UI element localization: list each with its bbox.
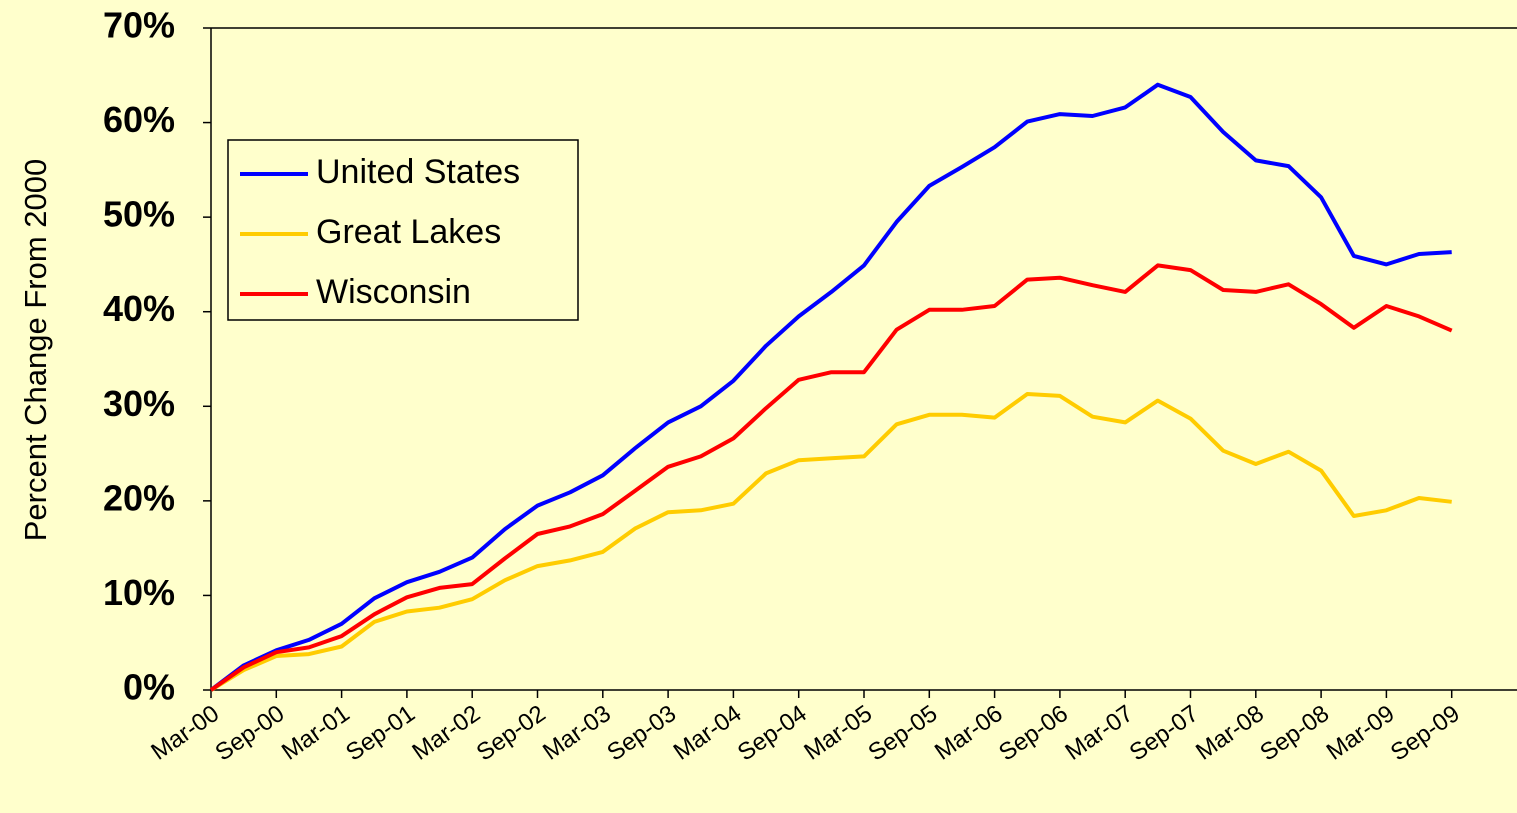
y-tick-label: 10% [103, 572, 175, 613]
y-tick-label: 70% [103, 5, 175, 46]
legend-label: Wisconsin [316, 273, 471, 311]
y-tick-label: 20% [103, 477, 175, 518]
y-tick-label: 60% [103, 99, 175, 140]
series-line [209, 263, 1453, 692]
y-tick-label: 0% [123, 667, 175, 708]
series-line [209, 392, 1452, 692]
y-tick-label: 30% [103, 383, 175, 424]
legend-box [227, 139, 579, 321]
legend-label: United States [316, 153, 520, 191]
y-tick-label: 50% [103, 194, 175, 235]
series-line [209, 82, 1452, 692]
y-axis-label: Percent Change From 2000 [18, 159, 53, 542]
legend-label: Great Lakes [316, 213, 501, 251]
y-tick-label: 40% [103, 288, 175, 329]
